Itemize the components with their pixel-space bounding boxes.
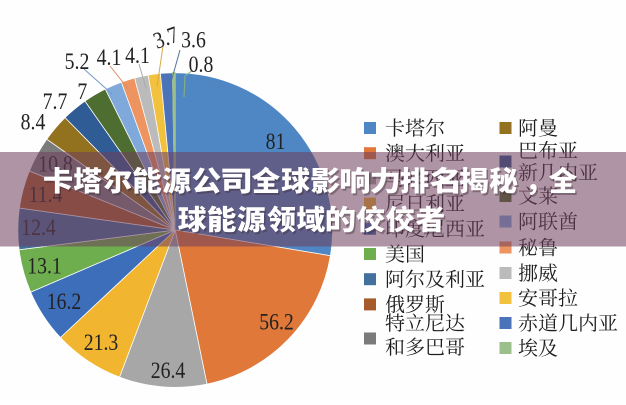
svg-text:21.3: 21.3	[84, 329, 119, 355]
svg-text:56.2: 56.2	[259, 309, 294, 335]
svg-text:4.1: 4.1	[97, 44, 122, 70]
svg-text:8.4: 8.4	[21, 109, 46, 135]
svg-text:16.2: 16.2	[47, 288, 82, 314]
svg-text:3.6: 3.6	[181, 27, 206, 53]
svg-text:26.4: 26.4	[151, 357, 186, 383]
svg-text:81: 81	[266, 128, 286, 154]
svg-text:7: 7	[77, 79, 87, 105]
svg-text:7.7: 7.7	[43, 88, 68, 114]
svg-text:13.1: 13.1	[27, 253, 62, 279]
svg-text:0.8: 0.8	[189, 51, 214, 77]
svg-text:4.1: 4.1	[125, 42, 150, 68]
svg-text:5.2: 5.2	[65, 48, 90, 74]
